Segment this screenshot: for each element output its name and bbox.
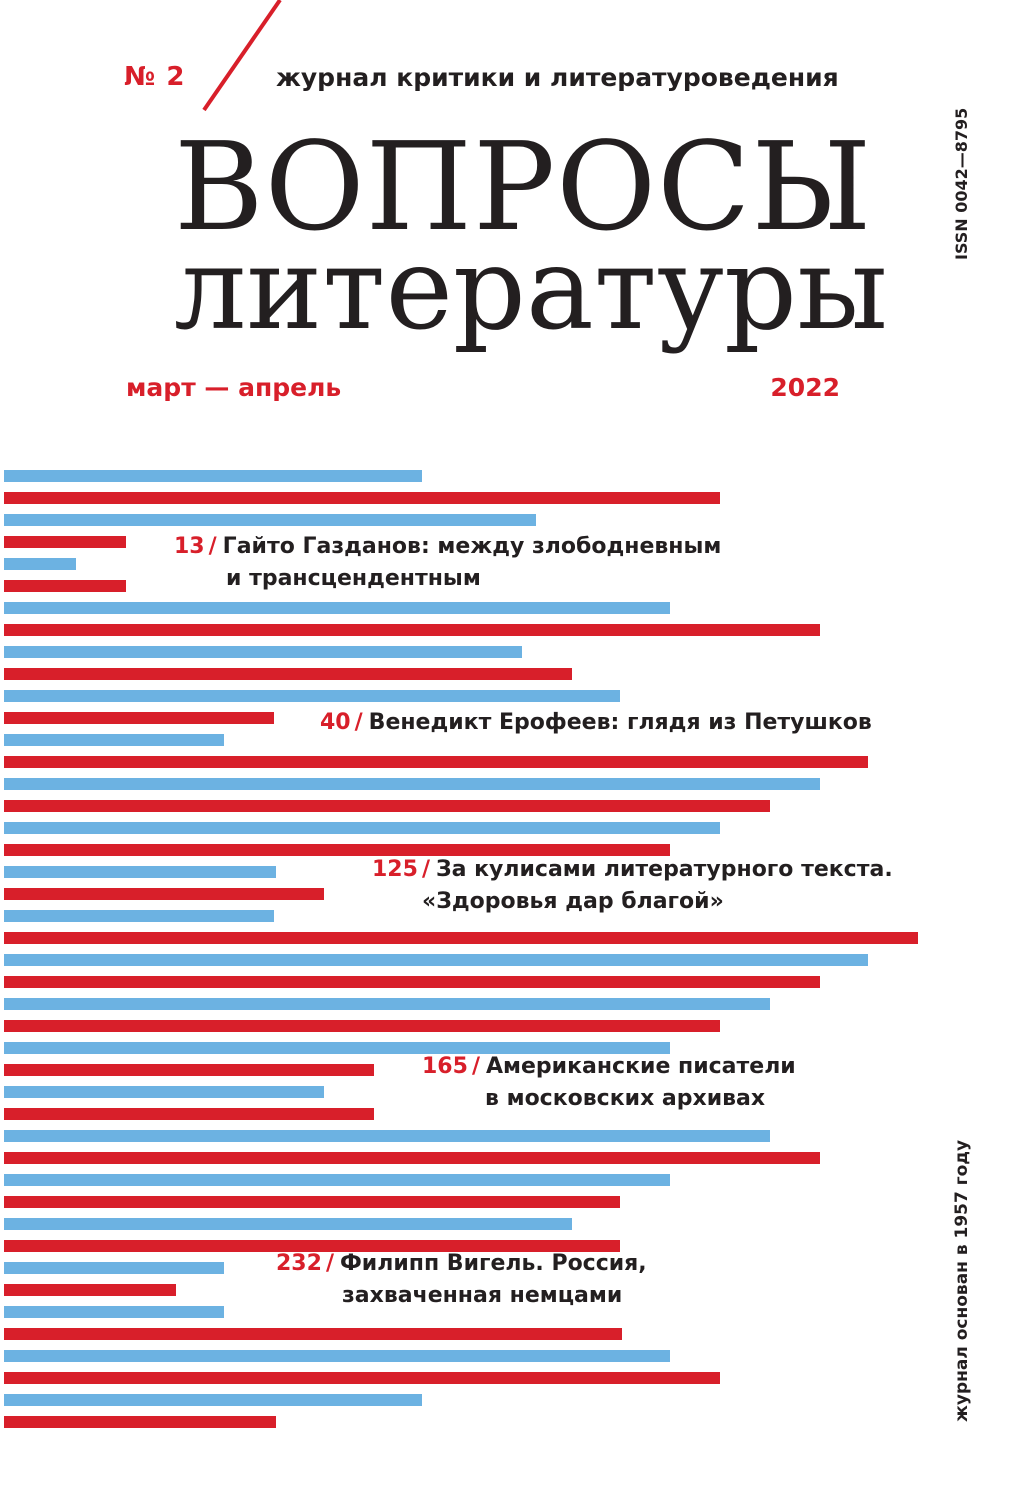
stripe-bar bbox=[4, 932, 918, 944]
stripe-bar bbox=[4, 998, 770, 1010]
tagline: журнал критики и литературоведения bbox=[276, 63, 839, 92]
article-3: 125/За кулисами литературного текста. «З… bbox=[372, 854, 893, 918]
article-page: 125 bbox=[372, 857, 418, 882]
issue-period: март — апрель bbox=[126, 373, 342, 402]
stripe-bar bbox=[4, 1130, 770, 1142]
article-page: 13 bbox=[174, 534, 205, 559]
article-page: 165 bbox=[422, 1054, 468, 1079]
article-slash: / bbox=[354, 710, 363, 735]
stripe-bar bbox=[4, 800, 770, 812]
article-slash: / bbox=[471, 1054, 480, 1079]
article-1: 13/Гайто Газданов: между злободневным и … bbox=[174, 531, 721, 595]
article-5: 232/Филипп Вигель. Россия, захваченная н… bbox=[276, 1248, 647, 1312]
issue-number: № 2 bbox=[124, 62, 186, 92]
stripe-bar bbox=[4, 910, 274, 922]
stripe-bar bbox=[4, 492, 720, 504]
stripe-bar bbox=[4, 888, 324, 900]
stripe-bar bbox=[4, 536, 126, 548]
stripe-bar bbox=[4, 844, 670, 856]
founded-note: журнал основан в 1957 году bbox=[952, 1139, 972, 1422]
stripe-bar bbox=[4, 1196, 620, 1208]
article-title-continued: и трансцендентным bbox=[226, 566, 481, 591]
stripe-bar bbox=[4, 712, 274, 724]
stripe-bar bbox=[4, 778, 820, 790]
stripe-bar bbox=[4, 580, 126, 592]
title-line-1: ВОПРОСЫ bbox=[174, 116, 873, 258]
article-title: За кулисами литературного текста. bbox=[435, 857, 893, 882]
stripe-bar bbox=[4, 1086, 324, 1098]
stripe-bar bbox=[4, 734, 224, 746]
article-slash: / bbox=[421, 857, 430, 882]
article-2: 40/Венедикт Ерофеев: глядя из Петушков bbox=[320, 707, 872, 739]
stripe-bar bbox=[4, 1240, 620, 1252]
stripe-bar bbox=[4, 756, 868, 768]
stripe-bar bbox=[4, 646, 522, 658]
stripe-bar bbox=[4, 668, 572, 680]
stripe-bar bbox=[4, 690, 620, 702]
stripe-bar bbox=[4, 1394, 422, 1406]
stripe-bar bbox=[4, 1350, 670, 1362]
stripe-bar bbox=[4, 1020, 720, 1032]
issue-year: 2022 bbox=[770, 373, 840, 402]
article-page: 232 bbox=[276, 1251, 322, 1276]
article-slash: / bbox=[208, 534, 217, 559]
stripe-bar bbox=[4, 624, 820, 636]
stripe-bar bbox=[4, 1108, 374, 1120]
article-title: Венедикт Ерофеев: глядя из Петушков bbox=[368, 710, 872, 735]
stripe-bar bbox=[4, 1042, 670, 1054]
stripe-bar bbox=[4, 1372, 720, 1384]
stripe-bar bbox=[4, 1328, 622, 1340]
article-title: Американские писатели bbox=[485, 1054, 796, 1079]
stripe-bar bbox=[4, 514, 536, 526]
stripe-bar bbox=[4, 1284, 176, 1296]
stripe-bar bbox=[4, 866, 276, 878]
title-line-2: литературы bbox=[174, 222, 888, 355]
stripe-bar bbox=[4, 1218, 572, 1230]
article-title-continued: в московских архивах bbox=[485, 1086, 766, 1111]
article-page: 40 bbox=[320, 710, 351, 735]
article-slash: / bbox=[325, 1251, 334, 1276]
stripe-bar bbox=[4, 822, 720, 834]
article-title: Гайто Газданов: между злободневным bbox=[222, 534, 722, 559]
stripe-bar bbox=[4, 1416, 276, 1428]
stripe-bar bbox=[4, 1174, 670, 1186]
stripe-bar bbox=[4, 1064, 374, 1076]
article-title: Филипп Вигель. Россия, bbox=[339, 1251, 647, 1276]
stripe-bar bbox=[4, 558, 76, 570]
stripe-bar bbox=[4, 470, 422, 482]
article-title-continued: «Здоровья дар благой» bbox=[422, 889, 724, 914]
stripe-bar bbox=[4, 954, 868, 966]
stripe-bar bbox=[4, 1152, 820, 1164]
article-4: 165/Американские писатели в московских а… bbox=[422, 1051, 796, 1115]
stripe-bar bbox=[4, 602, 670, 614]
stripe-bar bbox=[4, 1306, 224, 1318]
stripe-bar bbox=[4, 976, 820, 988]
stripe-bar bbox=[4, 1262, 224, 1274]
article-title-continued: захваченная немцами bbox=[342, 1283, 623, 1308]
